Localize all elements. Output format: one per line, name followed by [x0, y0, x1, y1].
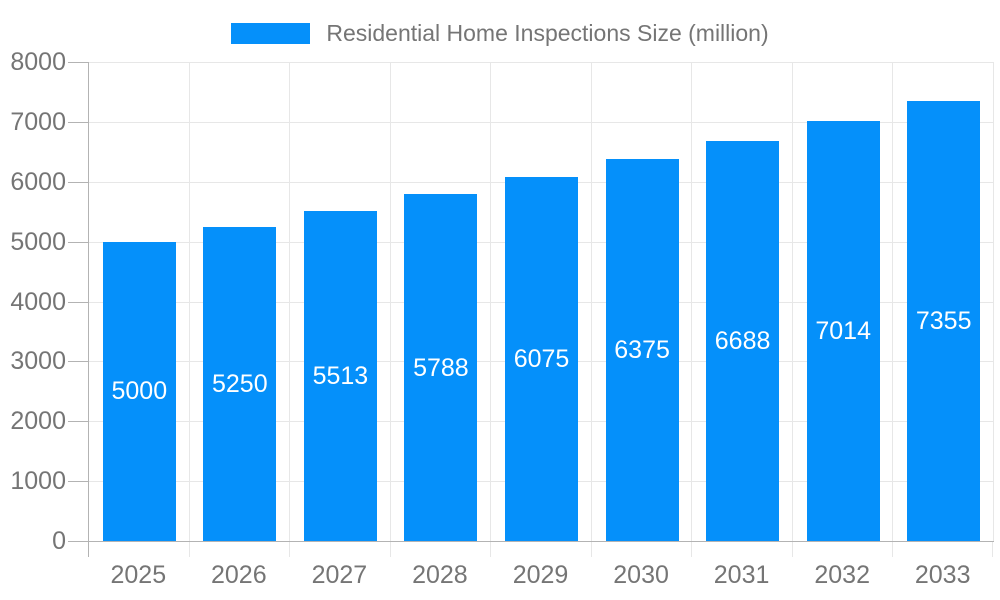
- y-axis-tick: [68, 301, 88, 303]
- x-gridline: [188, 62, 190, 541]
- x-axis-tick: [490, 542, 492, 557]
- y-tick-label: 2000: [10, 407, 66, 436]
- x-tick-label: 2027: [311, 561, 368, 589]
- y-tick-label: 0: [52, 527, 66, 555]
- bar: 5250: [203, 226, 277, 541]
- bar-value-label: 5513: [312, 361, 369, 390]
- legend-item[interactable]: Residential Home Inspections Size (milli…: [0, 20, 1000, 47]
- x-axis-tick: [590, 542, 592, 557]
- bar-value-label: 7355: [915, 306, 972, 335]
- bar-value-label: 5788: [413, 353, 469, 382]
- y-gridline: [89, 121, 994, 123]
- y-tick-label: 1000: [10, 467, 66, 496]
- bar: 6688: [706, 140, 780, 541]
- y-axis-tick: [68, 121, 88, 123]
- x-tick-label: 2028: [412, 561, 468, 589]
- bar-value-label: 6688: [714, 326, 771, 355]
- y-axis-tick: [68, 361, 88, 363]
- bar: 6375: [605, 159, 679, 541]
- x-gridline: [993, 62, 994, 541]
- bar: 5513: [303, 210, 377, 541]
- bar-value-label: 6075: [513, 345, 570, 374]
- x-tick-label: 2030: [613, 561, 669, 589]
- y-axis-tick: [68, 541, 88, 542]
- x-axis-tick: [188, 542, 190, 557]
- x-axis-tick: [389, 542, 391, 557]
- x-gridline: [791, 62, 793, 541]
- x-axis-tick: [88, 542, 89, 557]
- y-tick-label: 3000: [10, 347, 66, 376]
- y-tick-label: 6000: [10, 167, 66, 196]
- bar-value-label: 5000: [111, 377, 168, 406]
- y-tick-label: 4000: [10, 287, 66, 316]
- bar-value-label: 6375: [614, 336, 670, 365]
- y-tick-label: 5000: [10, 227, 66, 256]
- x-gridline: [691, 62, 693, 541]
- x-gridline: [892, 62, 894, 541]
- x-axis-tick: [892, 542, 894, 557]
- bar-value-label: 7014: [815, 317, 871, 345]
- y-axis-tick: [68, 421, 88, 423]
- x-tick-label: 2026: [210, 561, 267, 589]
- y-axis-tick: [68, 181, 88, 183]
- plot-area: 5000 5250 5513 5788 6075 6375 6688 7014 7355: [88, 62, 994, 542]
- x-axis-tick: [289, 542, 291, 557]
- y-tick-label: 8000: [10, 48, 66, 76]
- x-gridline: [289, 62, 291, 541]
- bar: 5000: [102, 241, 176, 541]
- bar: 7355: [907, 100, 981, 541]
- x-axis-tick: [791, 542, 793, 557]
- x-axis-tick: [691, 542, 693, 557]
- x-gridline: [490, 62, 492, 541]
- bar: 5788: [404, 194, 478, 541]
- bar-value-label: 5250: [211, 369, 268, 398]
- y-axis-tick: [68, 62, 88, 63]
- x-gridline: [590, 62, 592, 541]
- x-tick-label: 2033: [914, 561, 971, 589]
- x-axis-tick: [992, 542, 993, 557]
- legend-swatch-icon: [231, 23, 311, 44]
- x-tick-label: 2029: [512, 561, 569, 589]
- x-gridline: [389, 62, 391, 541]
- bar: 7014: [806, 121, 880, 541]
- x-tick-label: 2025: [110, 561, 167, 589]
- x-tick-label: 2031: [713, 561, 770, 589]
- y-axis-tick: [68, 241, 88, 243]
- y-gridline: [89, 62, 994, 63]
- y-tick-label: 7000: [10, 107, 66, 136]
- bar: 6075: [505, 177, 578, 541]
- x-tick-label: 2032: [814, 561, 870, 589]
- legend-label: Residential Home Inspections Size (milli…: [326, 20, 769, 46]
- y-axis-tick: [68, 481, 88, 483]
